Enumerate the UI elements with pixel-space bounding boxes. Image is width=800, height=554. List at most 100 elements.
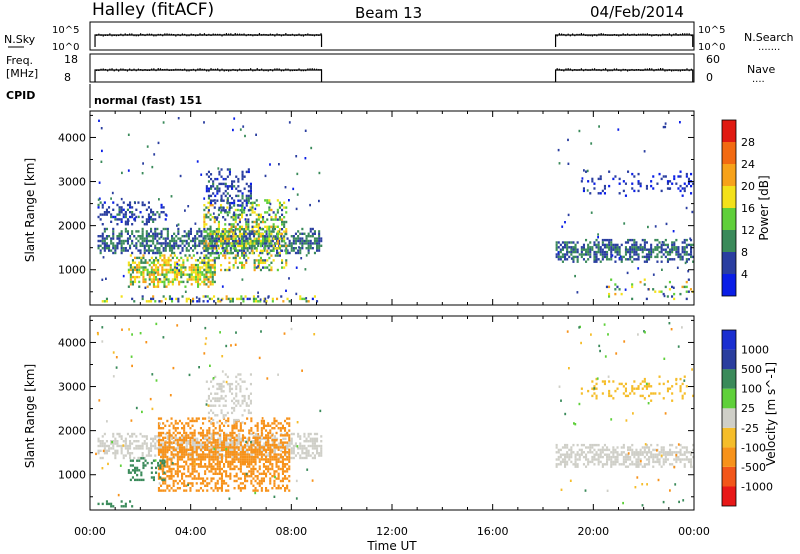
heatmap-cell <box>265 451 268 454</box>
heatmap-cell <box>176 278 179 281</box>
heatmap-cell <box>131 505 134 508</box>
heatmap-cell <box>120 505 123 508</box>
trace-dot <box>184 68 186 71</box>
heatmap-cell <box>200 251 203 255</box>
heatmap-cell <box>271 448 274 451</box>
heatmap-cell <box>250 443 253 447</box>
heatmap-cell <box>207 209 210 212</box>
heatmap-cell <box>660 290 663 293</box>
heatmap-cell <box>222 232 225 236</box>
heatmap-cell <box>129 471 132 474</box>
heatmap-cell <box>683 248 686 251</box>
heatmap-cell <box>250 419 253 423</box>
heatmap-cell <box>203 242 206 245</box>
heatmap-cell <box>220 484 223 487</box>
heatmap-cell <box>222 228 225 231</box>
heatmap-cell <box>629 455 632 459</box>
heatmap-cell <box>133 456 136 460</box>
trace-dot <box>153 34 155 37</box>
heatmap-cell <box>214 392 217 395</box>
heatmap-cell <box>234 220 237 224</box>
heatmap-cell <box>218 424 221 427</box>
trace-dot <box>113 34 115 37</box>
heatmap-cell <box>599 246 602 249</box>
heatmap-cell <box>262 228 265 231</box>
heatmap-cell <box>232 229 235 232</box>
trace-dot <box>258 33 261 35</box>
heatmap-cell <box>603 187 606 190</box>
heatmap-cell <box>650 246 653 249</box>
heatmap-cell <box>187 448 190 451</box>
heatmap-cell <box>143 237 146 240</box>
heatmap-cell <box>219 449 222 452</box>
heatmap-cell <box>243 242 246 245</box>
heatmap-cell <box>122 440 125 443</box>
heatmap-cell <box>178 458 181 461</box>
heatmap-cell <box>239 199 242 202</box>
heatmap-cell <box>671 258 674 261</box>
heatmap-cell <box>129 237 132 240</box>
heatmap-cell <box>247 404 250 407</box>
heatmap-cell <box>227 419 230 423</box>
heatmap-cell <box>227 417 230 420</box>
heatmap-cell <box>216 439 219 442</box>
heatmap-cell <box>281 220 284 224</box>
heatmap-cell <box>240 295 243 298</box>
heatmap-cell <box>576 465 579 468</box>
heatmap-cell <box>278 239 281 243</box>
heatmap-cell <box>622 455 625 459</box>
heatmap-cell <box>129 254 132 257</box>
heatmap-cell <box>124 447 127 450</box>
heatmap-cell <box>122 239 125 243</box>
heatmap-cell <box>593 255 596 259</box>
heatmap-cell <box>234 249 237 252</box>
heatmap-cell <box>305 454 308 457</box>
heatmap-cell <box>231 382 234 386</box>
heatmap-cell <box>633 451 636 454</box>
heatmap-cell <box>120 435 123 438</box>
heatmap-cell <box>673 177 676 181</box>
heatmap-cell <box>138 275 141 279</box>
heatmap-cell <box>133 447 136 450</box>
heatmap-cell <box>187 442 190 445</box>
heatmap-cell <box>235 375 238 379</box>
heatmap-cell <box>187 417 190 420</box>
heatmap-cell <box>639 453 642 456</box>
heatmap-cell <box>244 436 247 439</box>
heatmap-cell <box>162 247 165 250</box>
heatmap-cell <box>643 248 646 251</box>
heatmap-cell <box>257 242 260 245</box>
heatmap-cell <box>224 230 227 233</box>
heatmap-cell <box>601 455 604 459</box>
heatmap-cell <box>134 278 137 281</box>
heatmap-cell <box>202 237 205 240</box>
heatmap-cell <box>587 463 590 466</box>
heatmap-cell <box>608 248 611 251</box>
heatmap-cell <box>227 448 230 451</box>
heatmap-cell <box>273 484 276 487</box>
heatmap-cell <box>299 249 302 252</box>
heatmap-cell <box>313 456 316 460</box>
heatmap-cell <box>214 472 217 475</box>
heatmap-cell <box>138 268 141 272</box>
heatmap-cell <box>224 249 227 252</box>
heatmap-cell <box>260 487 263 490</box>
heatmap-cell <box>259 261 262 264</box>
heatmap-cell <box>160 439 163 442</box>
heatmap-cell <box>163 285 166 288</box>
trace-dot <box>148 69 151 71</box>
freq-traces <box>94 68 694 82</box>
heatmap-cell <box>246 237 249 240</box>
heatmap-cell <box>199 453 202 456</box>
heatmap-cell <box>184 209 186 212</box>
heatmap-cell <box>254 455 257 459</box>
heatmap-cell <box>294 232 297 235</box>
heatmap-cell <box>639 246 642 249</box>
heatmap-cell <box>610 463 613 466</box>
heatmap-cell <box>205 256 208 260</box>
heatmap-cell <box>142 466 145 470</box>
heatmap-cell <box>660 255 663 259</box>
heatmap-cell <box>586 189 589 192</box>
heatmap-cell <box>218 472 221 475</box>
y-tick-label: 1000 <box>58 264 86 277</box>
